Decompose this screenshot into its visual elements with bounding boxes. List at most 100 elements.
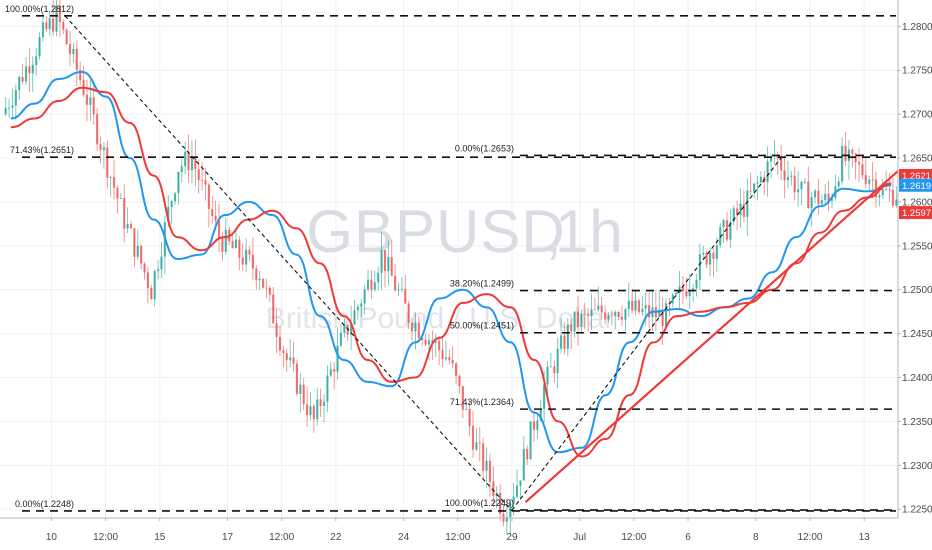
candle-body [21,77,24,82]
candle-body [24,66,28,82]
y-tick-label: 1.2600 [902,197,932,208]
candle-body [431,340,434,343]
candle-body [38,37,41,57]
watermark: GBPUSD , 1h British Pound / U.S. Dollar [266,198,623,335]
candle-body [18,77,21,91]
fib-level-label: 100.00%(1.2249) [445,498,514,508]
candle-body [532,421,536,430]
candle-body [251,254,254,269]
y-tick-label: 1.2800 [902,22,932,33]
candle-body [173,193,177,202]
candle-body [41,22,45,38]
candle-body [150,288,153,300]
candle-body [617,312,620,317]
candle-body [329,369,332,376]
candle-body [610,315,613,317]
trendline-line[interactable] [524,164,906,504]
watermark-comma: , [545,198,563,265]
candle-body [48,18,51,30]
candle-body [302,384,305,405]
candle-body [895,199,898,206]
candle-body [177,171,180,194]
trendline[interactable] [524,164,906,504]
candle-body [160,256,163,270]
price-badge [899,178,932,192]
fib-diagonal-left [64,15,513,512]
y-tick-label: 1.2550 [902,241,932,252]
candle-body [600,305,603,313]
candle-body [4,107,7,115]
candle-body [275,323,278,337]
candle-body [471,425,475,450]
candle-body [282,350,285,354]
watermark-symbol: GBPUSD [306,198,565,265]
candle-body [400,288,403,290]
candle-body [888,189,891,191]
candle-body [7,107,11,109]
candle-body [675,292,678,295]
x-tick-label: 8 [753,532,759,543]
candle-body [234,239,238,249]
candle-body [31,64,34,74]
candle-body [248,249,251,255]
x-tick-label: 13 [859,532,871,543]
x-tick-label: 10 [46,532,58,543]
candle-body [634,300,637,311]
candle-body [441,349,444,360]
candle-body [112,177,116,188]
candle-body [891,189,895,206]
candle-body [140,245,143,264]
candle-body [322,401,326,406]
candle-body [241,257,244,265]
candle-body [827,193,830,201]
candle-body [211,208,214,216]
x-tick-label: 12:00 [269,532,294,543]
candle-body [678,286,681,293]
candle-body [746,190,749,217]
candle-body [156,269,160,272]
candle-body [783,170,786,181]
candle-body [404,288,407,304]
candle-body [671,294,674,304]
candle-body [736,208,739,215]
candle-body [864,175,867,184]
candle-body [756,182,759,184]
candle-body [126,224,129,229]
candle-body [102,147,105,151]
candle-body [99,144,102,151]
candle-body [89,97,92,105]
candle-body [468,408,471,426]
candle-body [664,303,668,327]
fibonacci-retracements[interactable]: 100.00%(1.2812) 71.43%(1.2651) 0.00%(1.224… [5,4,896,512]
candle-body [339,332,343,346]
candle-body [793,175,796,193]
candle-body [350,324,353,335]
candle-body [414,322,417,332]
candle-body [92,97,95,115]
y-tick-label: 1.2250 [902,505,932,516]
candle-body [776,155,779,159]
y-tick-label: 1.2450 [902,329,932,340]
candle-body [593,309,597,311]
candle-body [285,353,288,361]
candle-body [549,366,552,368]
candle-body [272,294,275,324]
candle-body [759,176,762,183]
candle-body [478,442,481,444]
candle-body [458,375,461,387]
candle-body [190,158,194,171]
x-tick-label: 29 [506,532,518,543]
candle-body [194,158,197,170]
candle-body [841,145,844,182]
candle-body [207,184,210,209]
candle-body [624,309,627,320]
candle-body [370,279,373,290]
candle-body [499,492,502,514]
candle-body [871,179,874,181]
candle-body [221,238,224,252]
candles [4,0,898,536]
candle-body [576,311,580,327]
candle-body [851,149,854,154]
candle-body [410,322,414,332]
